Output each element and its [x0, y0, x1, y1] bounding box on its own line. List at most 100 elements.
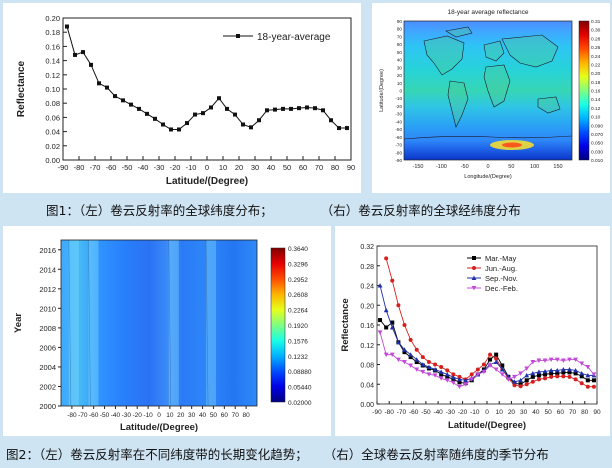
data-point [321, 108, 325, 113]
legend-label: 18-year-average [257, 32, 331, 43]
y-tick-label: 0.10 [45, 85, 60, 94]
data-point [402, 347, 407, 352]
data-point [408, 352, 414, 357]
data-point [345, 126, 349, 131]
data-point [475, 372, 481, 377]
data-point [472, 256, 476, 260]
data-point [471, 286, 477, 291]
x-axis-label: Latitude/(Degree) [166, 176, 248, 187]
data-point [396, 303, 401, 308]
colorbar-label: 0.030 [591, 149, 603, 155]
data-point [426, 360, 431, 365]
legend-label: Dec.-Feb. [485, 284, 518, 293]
colorbar-label: 0.31 [591, 19, 601, 25]
lon-tick-label: 150 [553, 164, 562, 170]
data-point [402, 323, 407, 327]
x-axis-label: Longitude/(Degree) [464, 174, 512, 180]
data-point [543, 376, 548, 381]
legend-label: Jun.-Aug. [485, 264, 517, 273]
data-point [481, 362, 486, 367]
y-tick-label: 0.08 [45, 99, 60, 108]
data-point [573, 371, 578, 376]
data-point [281, 106, 285, 111]
x-tick-label: -50 [100, 412, 110, 419]
x-tick-label: -70 [90, 163, 101, 172]
fig2-right-panel: 0.00 0.04 0.08 0.12 0.16 0.20 0.24 0.28 0.32 -90-… [335, 226, 610, 436]
y-tick-label: 2010 [39, 304, 56, 313]
data-point [432, 367, 438, 372]
lat-tick-label: 60 [397, 42, 403, 47]
x-tick-label: 50 [210, 412, 218, 419]
y-tick-label: 0.32 [360, 244, 374, 251]
x-tick-label: 80 [331, 163, 339, 172]
series-line [379, 285, 594, 383]
x-tick-label: -20 [170, 163, 181, 172]
data-point [585, 364, 591, 370]
data-point [420, 369, 426, 375]
lat-tick-label: 20 [397, 73, 403, 78]
data-point [433, 362, 438, 367]
x-tick-label: 40 [532, 409, 540, 416]
y-tick-label: 2012 [39, 285, 56, 294]
data-point [426, 364, 432, 369]
data-point [494, 352, 499, 357]
x-tick-label: 30 [188, 412, 196, 419]
data-point [451, 372, 456, 377]
data-point [337, 126, 341, 131]
lat-tick-label: -80 [395, 150, 402, 155]
colorbar-label: 0.14 [591, 97, 601, 103]
lat-tick-label: -10 [395, 96, 402, 101]
data-point [536, 369, 542, 374]
data-point [463, 382, 469, 387]
fig2-caption-left: 图2：（左）卷云反射率在不同纬度带的长期变化趋势； [6, 447, 308, 462]
y-tick-label: 0.20 [45, 14, 60, 23]
data-point [233, 112, 237, 117]
data-point [554, 368, 560, 373]
colorbar-label: 0.02000 [288, 400, 312, 407]
contour-line [68, 239, 72, 407]
data-point [469, 372, 474, 377]
colorbar-label: 0.16 [591, 89, 601, 95]
y-tick-label: 0.04 [360, 382, 374, 389]
data-point [390, 320, 395, 325]
y-tick-label: 0.16 [360, 323, 374, 330]
data-point [153, 116, 157, 121]
data-point [414, 360, 419, 365]
colorbar-label: 0.2952 [288, 277, 308, 284]
y-tick-label: 0.06 [45, 113, 60, 122]
colorbar-label: 0.20 [591, 71, 601, 77]
contour-line [168, 239, 172, 407]
data-point [493, 359, 499, 365]
data-point [113, 94, 117, 99]
fig2-right-seasonal-chart: 0.000.040.080.120.160.200.240.280.32-90-… [340, 244, 601, 431]
continent-outline [501, 34, 559, 68]
colorbar-label: 0.24 [591, 54, 601, 60]
colorbar-label: 0.28 [591, 36, 601, 42]
colorbar-label: 0.08880 [288, 369, 312, 376]
colorbar-label: 0.05440 [288, 385, 312, 392]
x-tick-label: -90 [372, 409, 382, 416]
data-point [524, 378, 529, 383]
y-tick-label: 0.28 [360, 264, 374, 271]
x-tick-label: 70 [569, 409, 577, 416]
data-point [185, 121, 189, 126]
fig1-left-panel: 0.00 0.02 0.04 0.06 0.08 0.10 0.12 0.14 0.16 0.18… [3, 3, 361, 193]
x-tick-label: -60 [409, 409, 419, 416]
colorbar [270, 247, 286, 403]
x-tick-label: 10 [219, 163, 227, 172]
continent-outline [423, 35, 465, 76]
data-point [137, 106, 141, 111]
x-tick-label: -40 [138, 163, 149, 172]
x-tick-label: -30 [446, 409, 456, 416]
x-tick-label: -30 [122, 412, 132, 419]
y-tick-label: 2014 [39, 265, 56, 274]
lon-tick-label: -100 [436, 164, 447, 170]
data-point [457, 384, 462, 390]
y-tick-label: 2002 [39, 382, 56, 391]
data-point [377, 330, 383, 335]
data-point [457, 374, 462, 379]
colorbar-label: 0.26 [591, 45, 601, 51]
x-tick-label: -80 [67, 412, 77, 419]
data-point [420, 362, 426, 367]
x-tick-label: -50 [122, 163, 133, 172]
